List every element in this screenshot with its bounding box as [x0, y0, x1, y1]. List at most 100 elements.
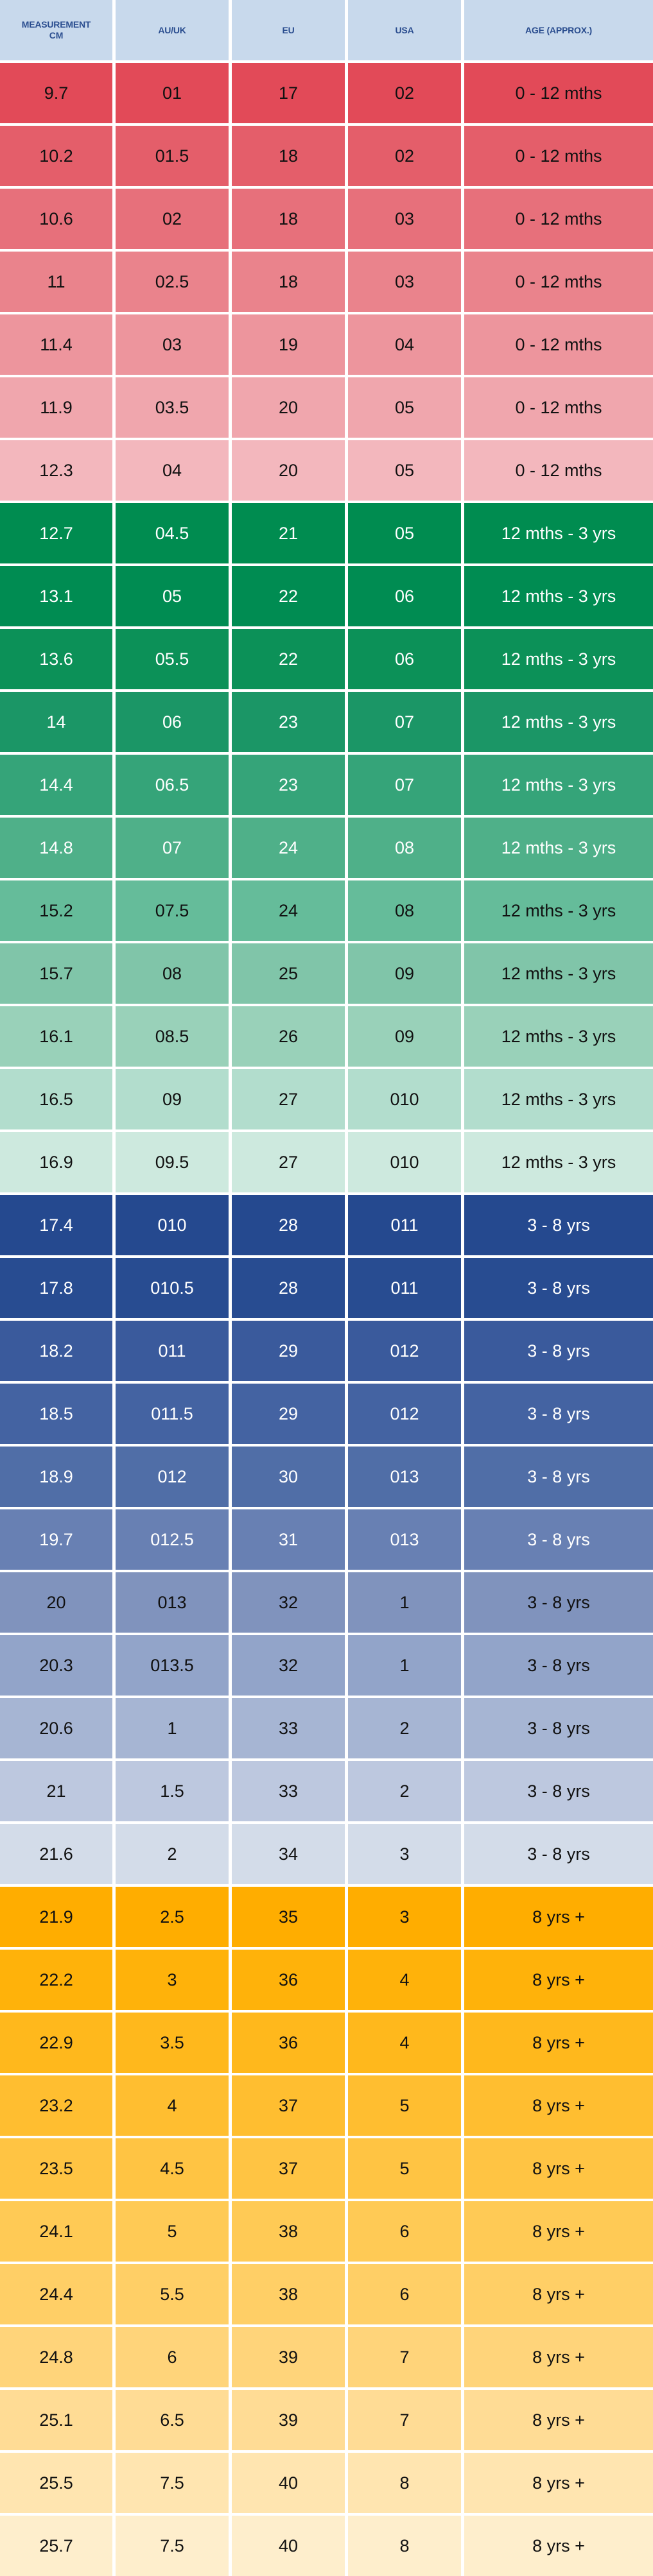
table-row: 22.9 3.5 36 4 8 yrs + [0, 2013, 653, 2073]
cell-eu: 18 [232, 189, 345, 249]
cell-measurement-cm: 10.6 [0, 189, 112, 249]
table-row: 24.8 6 39 7 8 yrs + [0, 2327, 653, 2387]
cell-eu: 36 [232, 1950, 345, 2010]
cell-au-uk: 04.5 [116, 503, 229, 563]
cell-eu: 19 [232, 314, 345, 375]
cell-age: 12 mths - 3 yrs [464, 1006, 653, 1067]
cell-eu: 22 [232, 629, 345, 689]
cell-au-uk: 7.5 [116, 2516, 229, 2576]
cell-age: 8 yrs + [464, 2013, 653, 2073]
cell-eu: 37 [232, 2075, 345, 2136]
header-row: MEASUREMENT CM AU/UK EU USA AGE (APPROX.… [0, 0, 653, 60]
cell-eu: 37 [232, 2138, 345, 2199]
cell-measurement-cm: 18.9 [0, 1447, 112, 1507]
cell-age: 12 mths - 3 yrs [464, 818, 653, 878]
table-row: 16.1 08.5 26 09 12 mths - 3 yrs [0, 1006, 653, 1067]
cell-usa: 09 [348, 1006, 461, 1067]
cell-usa: 7 [348, 2327, 461, 2387]
cell-au-uk: 01 [116, 63, 229, 123]
cell-measurement-cm: 24.8 [0, 2327, 112, 2387]
table-row: 24.4 5.5 38 6 8 yrs + [0, 2264, 653, 2324]
table-row: 21 1.5 33 2 3 - 8 yrs [0, 1761, 653, 1821]
cell-measurement-cm: 18.5 [0, 1384, 112, 1444]
cell-usa: 08 [348, 880, 461, 941]
cell-usa: 012 [348, 1384, 461, 1444]
cell-eu: 31 [232, 1509, 345, 1570]
table-row: 14.8 07 24 08 12 mths - 3 yrs [0, 818, 653, 878]
cell-measurement-cm: 14.4 [0, 755, 112, 815]
cell-au-uk: 05 [116, 566, 229, 626]
cell-age: 3 - 8 yrs [464, 1447, 653, 1507]
table-row: 16.9 09.5 27 010 12 mths - 3 yrs [0, 1132, 653, 1192]
cell-usa: 2 [348, 1698, 461, 1758]
cell-measurement-cm: 16.1 [0, 1006, 112, 1067]
table-row: 13.1 05 22 06 12 mths - 3 yrs [0, 566, 653, 626]
cell-measurement-cm: 16.9 [0, 1132, 112, 1192]
cell-measurement-cm: 17.4 [0, 1195, 112, 1255]
cell-au-uk: 6 [116, 2327, 229, 2387]
table-row: 16.5 09 27 010 12 mths - 3 yrs [0, 1069, 653, 1129]
cell-age: 0 - 12 mths [464, 314, 653, 375]
cell-usa: 8 [348, 2453, 461, 2513]
cell-measurement-cm: 14.8 [0, 818, 112, 878]
cell-usa: 03 [348, 189, 461, 249]
cell-au-uk: 3 [116, 1950, 229, 2010]
cell-au-uk: 1 [116, 1698, 229, 1758]
cell-age: 0 - 12 mths [464, 63, 653, 123]
cell-eu: 27 [232, 1132, 345, 1192]
cell-age: 12 mths - 3 yrs [464, 503, 653, 563]
cell-au-uk: 05.5 [116, 629, 229, 689]
table-row: 11.4 03 19 04 0 - 12 mths [0, 314, 653, 375]
table-row: 15.2 07.5 24 08 12 mths - 3 yrs [0, 880, 653, 941]
cell-eu: 39 [232, 2327, 345, 2387]
cell-au-uk: 3.5 [116, 2013, 229, 2073]
cell-age: 12 mths - 3 yrs [464, 629, 653, 689]
table-row: 12.3 04 20 05 0 - 12 mths [0, 440, 653, 501]
cell-au-uk: 011 [116, 1321, 229, 1381]
table-row: 18.5 011.5 29 012 3 - 8 yrs [0, 1384, 653, 1444]
cell-measurement-cm: 15.7 [0, 943, 112, 1004]
cell-measurement-cm: 11 [0, 252, 112, 312]
cell-usa: 013 [348, 1509, 461, 1570]
cell-usa: 4 [348, 1950, 461, 2010]
cell-age: 8 yrs + [464, 2075, 653, 2136]
cell-usa: 3 [348, 1824, 461, 1884]
table-row: 23.2 4 37 5 8 yrs + [0, 2075, 653, 2136]
cell-eu: 29 [232, 1384, 345, 1444]
cell-usa: 8 [348, 2516, 461, 2576]
cell-eu: 18 [232, 252, 345, 312]
cell-age: 3 - 8 yrs [464, 1509, 653, 1570]
cell-measurement-cm: 25.5 [0, 2453, 112, 2513]
cell-au-uk: 1.5 [116, 1761, 229, 1821]
cell-usa: 013 [348, 1447, 461, 1507]
cell-au-uk: 09 [116, 1069, 229, 1129]
cell-eu: 23 [232, 755, 345, 815]
cell-age: 0 - 12 mths [464, 377, 653, 438]
cell-au-uk: 4 [116, 2075, 229, 2136]
table-row: 21.6 2 34 3 3 - 8 yrs [0, 1824, 653, 1884]
table-row: 24.1 5 38 6 8 yrs + [0, 2201, 653, 2262]
cell-au-uk: 013.5 [116, 1635, 229, 1696]
cell-au-uk: 03 [116, 314, 229, 375]
cell-eu: 25 [232, 943, 345, 1004]
cell-measurement-cm: 21.9 [0, 1887, 112, 1947]
cell-eu: 22 [232, 566, 345, 626]
cell-usa: 02 [348, 63, 461, 123]
cell-age: 8 yrs + [464, 2264, 653, 2324]
cell-eu: 21 [232, 503, 345, 563]
cell-eu: 17 [232, 63, 345, 123]
table-row: 17.8 010.5 28 011 3 - 8 yrs [0, 1258, 653, 1318]
table-row: 9.7 01 17 02 0 - 12 mths [0, 63, 653, 123]
cell-eu: 33 [232, 1698, 345, 1758]
cell-eu: 20 [232, 440, 345, 501]
cell-au-uk: 08.5 [116, 1006, 229, 1067]
cell-measurement-cm: 19.7 [0, 1509, 112, 1570]
cell-measurement-cm: 12.3 [0, 440, 112, 501]
cell-measurement-cm: 20.3 [0, 1635, 112, 1696]
cell-au-uk: 010.5 [116, 1258, 229, 1318]
cell-measurement-cm: 16.5 [0, 1069, 112, 1129]
header-measurement-cm: MEASUREMENT CM [0, 0, 112, 60]
cell-au-uk: 06.5 [116, 755, 229, 815]
cell-au-uk: 07 [116, 818, 229, 878]
